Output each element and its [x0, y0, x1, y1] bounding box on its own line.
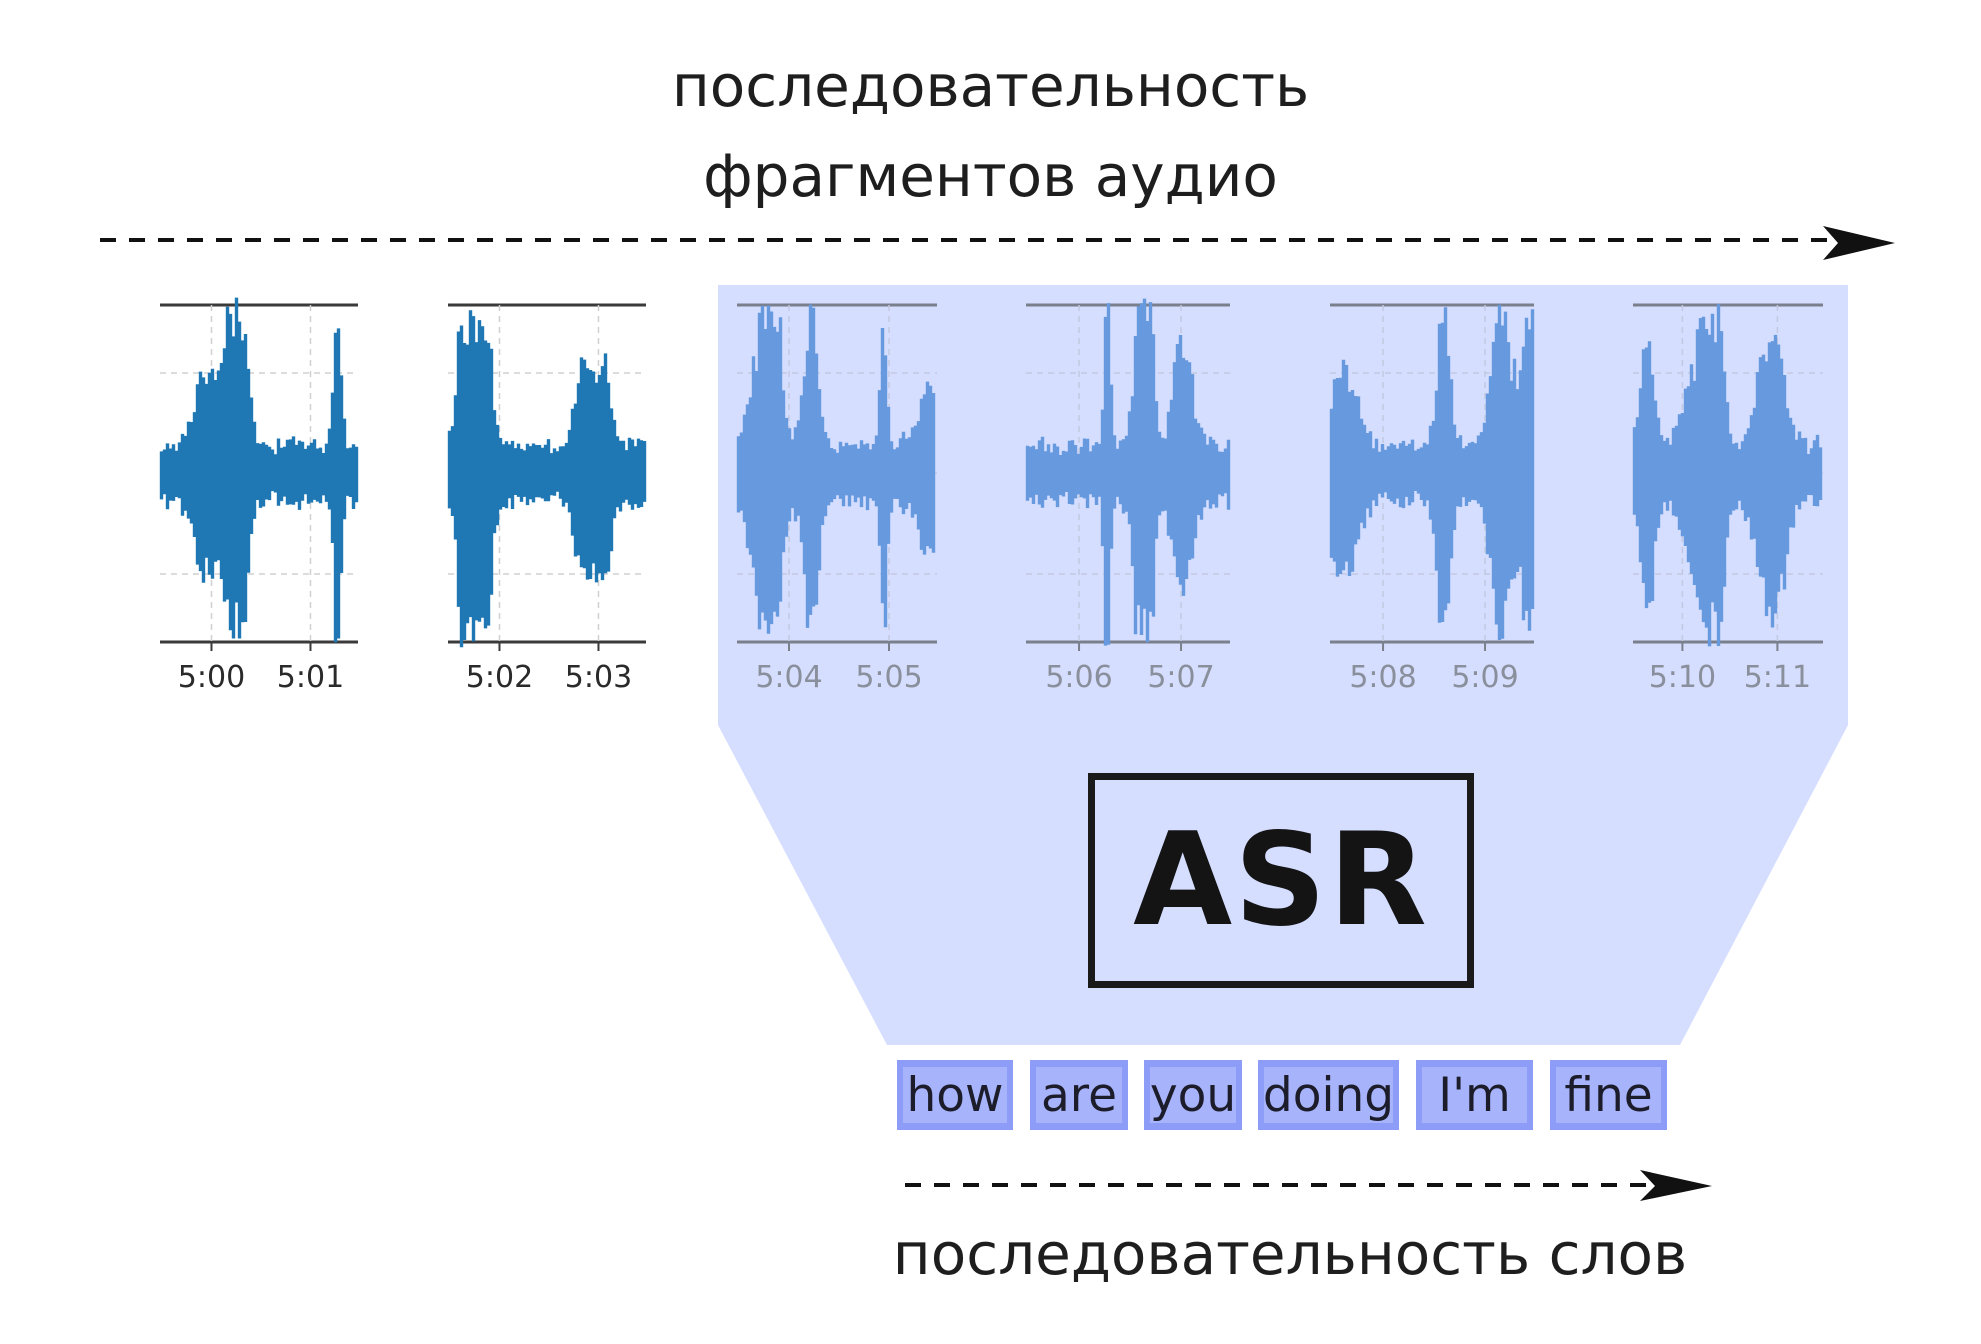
plot-tick-label: 5:09	[1451, 660, 1518, 695]
word-token: how	[897, 1060, 1013, 1130]
word-sequence-label: последовательность слов	[892, 1220, 1688, 1288]
word-token: fine	[1550, 1060, 1667, 1130]
word-token-label: fine	[1556, 1067, 1661, 1123]
plot-tick-label: 5:04	[755, 660, 822, 695]
audio-waveform	[1329, 304, 1535, 640]
word-token-label: how	[903, 1067, 1007, 1123]
word-token: you	[1144, 1060, 1242, 1130]
word-token: are	[1030, 1060, 1128, 1130]
audio-sequence-arrowhead	[1823, 226, 1895, 260]
audio-segment-plot: 5:08 5:09	[1329, 303, 1535, 695]
audio-waveform	[736, 304, 936, 634]
audio-sequence-label-line2: фрагментов аудио	[703, 142, 1278, 210]
word-sequence-arrowhead	[1640, 1170, 1712, 1201]
word-token: doing	[1258, 1060, 1399, 1130]
plot-tick-label: 5:05	[855, 660, 922, 695]
plot-tick-label: 5:02	[466, 660, 533, 695]
audio-segment-plot: 5:02 5:03	[447, 303, 647, 695]
plot-tick-label: 5:03	[565, 660, 632, 695]
word-token-label: you	[1149, 1067, 1237, 1123]
plot-tick-label: 5:00	[178, 660, 245, 695]
plot-tick-label: 5:06	[1045, 660, 1112, 695]
audio-segments: 5:00 5:01 5:02 5:03 5:04 5:05 5:06 5:07 5:08 5:09…	[159, 297, 1823, 695]
plot-tick-label: 5:08	[1349, 660, 1416, 695]
asr-label: ASR	[1133, 806, 1429, 955]
plot-tick-label: 5:01	[277, 660, 344, 695]
audio-waveform	[447, 310, 647, 648]
audio-segment-plot: 5:00 5:01	[159, 297, 359, 695]
word-token-label: I'm	[1422, 1067, 1527, 1123]
plot-tick-label: 5:11	[1744, 660, 1811, 695]
audio-segment-plot: 5:06 5:07	[1025, 298, 1231, 695]
audio-segment-plot: 5:04 5:05	[736, 303, 937, 695]
word-sequence: how are you doing I'm fine	[0, 1060, 1981, 1132]
word-token: I'm	[1416, 1060, 1533, 1130]
audio-waveform	[1025, 298, 1231, 646]
audio-segment-plot: 5:10 5:11	[1632, 303, 1823, 695]
audio-sequence-label-line1: последовательность	[671, 52, 1310, 120]
word-token-label: doing	[1262, 1067, 1395, 1123]
audio-waveform	[1632, 304, 1823, 647]
plot-tick-label: 5:07	[1147, 660, 1214, 695]
audio-waveform	[159, 297, 359, 643]
word-token-label: are	[1036, 1067, 1122, 1123]
asr-input-region	[718, 285, 1848, 1045]
asr-model-box: ASR	[1088, 773, 1474, 988]
plot-tick-label: 5:10	[1649, 660, 1716, 695]
